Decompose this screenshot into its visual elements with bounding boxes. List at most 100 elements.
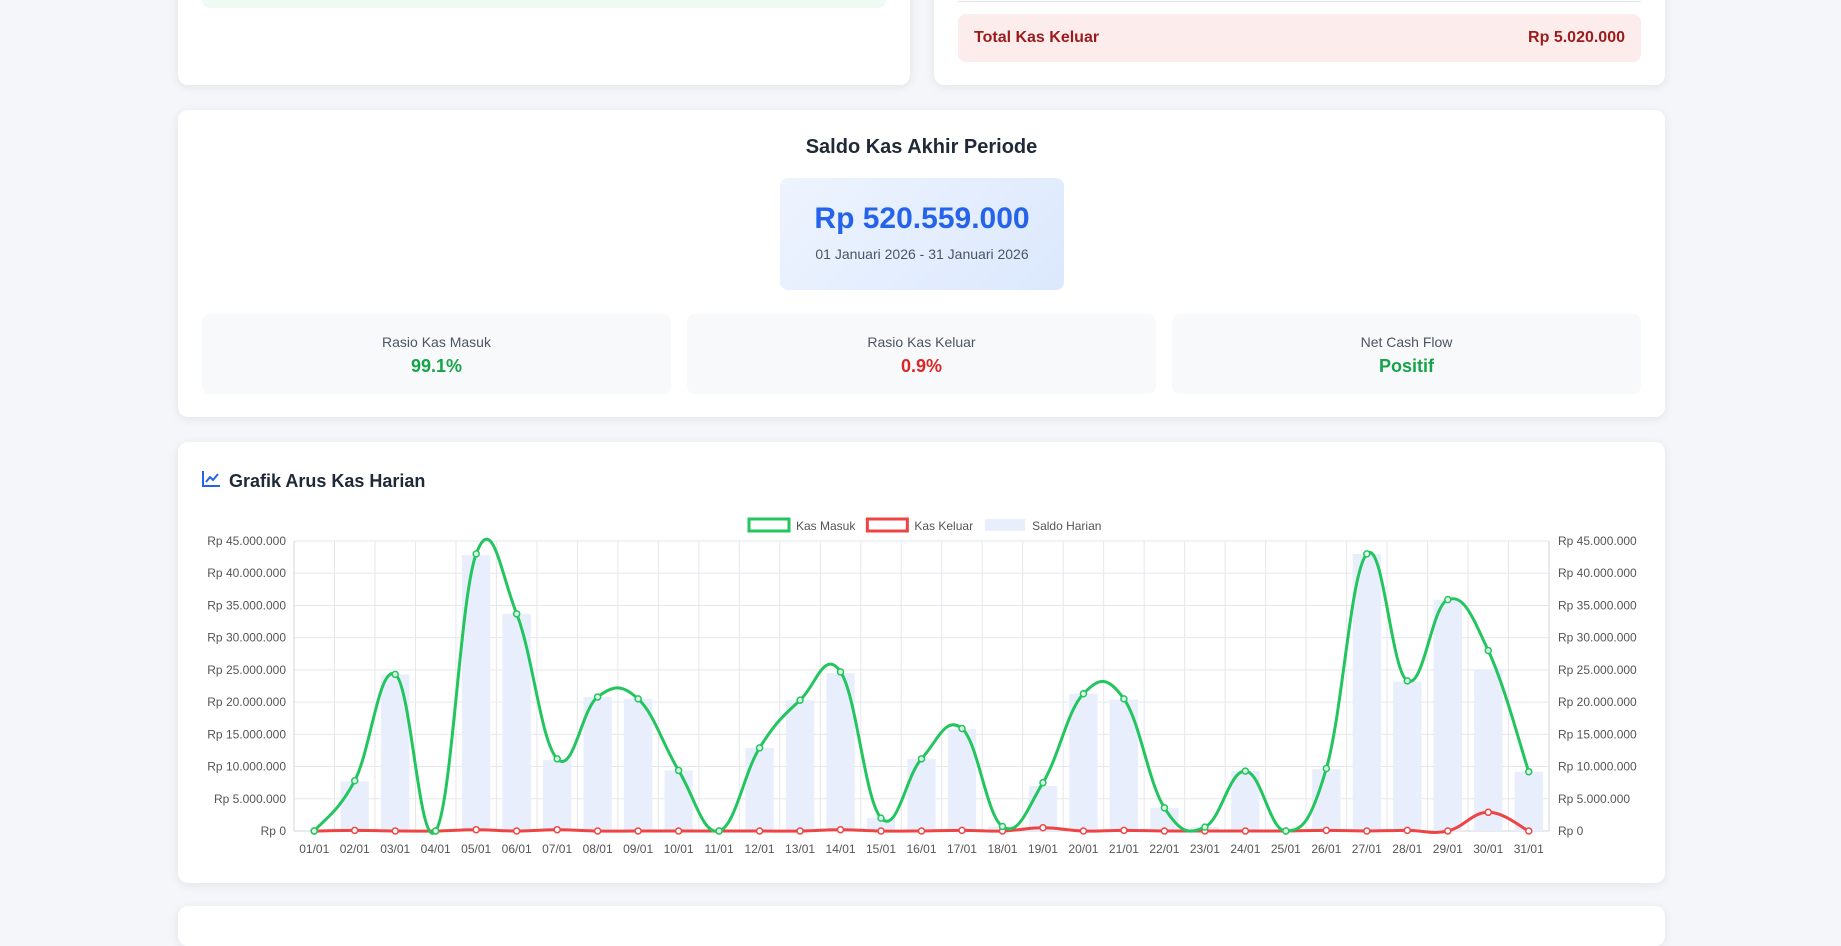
- kas-masuk-point: [715, 827, 723, 835]
- kas-masuk-point: [877, 814, 885, 822]
- x-tick-label: 19/01: [1028, 842, 1058, 856]
- kas-keluar-point: [553, 825, 561, 834]
- kas-masuk-point: [1444, 595, 1452, 604]
- y-tick-label-right: Rp 0: [1558, 824, 1584, 838]
- total-kas-masuk-strip: [202, 0, 886, 8]
- saldo-bar: [542, 760, 572, 831]
- kas-masuk-point: [755, 744, 764, 752]
- kas-masuk-point: [1363, 550, 1371, 558]
- legend-kas-masuk-swatch: [747, 517, 791, 533]
- kas-keluar-point: [1403, 826, 1412, 835]
- saldo-bar: [1150, 807, 1179, 831]
- x-tick-label: 02/01: [340, 842, 370, 856]
- kas-masuk-point: [1039, 778, 1047, 787]
- kas-masuk-point: [472, 550, 480, 558]
- x-tick-label: 08/01: [583, 842, 613, 856]
- kas-masuk-point: [634, 695, 642, 703]
- kas-masuk-point: [350, 776, 359, 785]
- net-cash-flow-label: Net Cash Flow: [1360, 334, 1453, 350]
- kas-keluar-point: [1160, 827, 1169, 835]
- kas-masuk-point: [512, 610, 521, 618]
- x-tick-label: 24/01: [1230, 842, 1260, 856]
- saldo-bar: [623, 698, 653, 831]
- rasio-kas-keluar-box: Rasio Kas Keluar 0.9%: [687, 314, 1156, 394]
- saldo-bar: [664, 770, 693, 831]
- y-tick-label-right: Rp 30.000.000: [1558, 631, 1637, 645]
- saldo-bar: [745, 747, 774, 831]
- x-tick-label: 17/01: [947, 842, 977, 856]
- y-tick-label-left: Rp 30.000.000: [207, 631, 286, 645]
- saldo-bar: [340, 781, 369, 831]
- net-cash-flow-box: Net Cash Flow Positif: [1172, 314, 1641, 394]
- kas-keluar-point: [1525, 827, 1533, 835]
- y-tick-label-left: Rp 25.000.000: [207, 663, 286, 677]
- legend-kas-masuk-label: Kas Masuk: [796, 519, 856, 533]
- kas-masuk-point: [1282, 827, 1290, 835]
- x-tick-label: 18/01: [987, 842, 1017, 856]
- kas-keluar-point: [1322, 826, 1331, 835]
- kas-keluar-point: [674, 827, 683, 835]
- kas-keluar-point: [1444, 827, 1452, 835]
- x-tick-label: 09/01: [623, 842, 653, 856]
- legend-kas-keluar-swatch: [865, 517, 909, 533]
- x-tick-label: 06/01: [502, 842, 532, 856]
- rasio-kas-keluar-value: 0.9%: [900, 356, 943, 376]
- saldo-bar: [1474, 669, 1503, 831]
- y-tick-label-right: Rp 10.000.000: [1558, 760, 1637, 774]
- net-cash-flow-value: Positif: [1378, 356, 1434, 376]
- kas-masuk-point: [1201, 823, 1209, 831]
- legend-saldo-harian-label: Saldo Harian: [1032, 519, 1101, 533]
- saldo-bar: [1393, 681, 1422, 831]
- x-tick-label: 20/01: [1068, 842, 1098, 856]
- y-tick-label-right: Rp 25.000.000: [1558, 663, 1637, 677]
- rasio-kas-masuk-label: Rasio Kas Masuk: [382, 334, 491, 350]
- kas-masuk-point: [917, 755, 926, 763]
- kas-keluar-card: Total Kas Keluar Rp 5.020.000: [934, 0, 1665, 85]
- total-kas-keluar-label: Total Kas Keluar: [974, 29, 1100, 46]
- x-tick-label: 22/01: [1149, 842, 1179, 856]
- x-tick-label: 12/01: [745, 842, 775, 856]
- kas-keluar-point: [593, 827, 602, 835]
- y-tick-label-left: Rp 45.000.000: [207, 534, 286, 548]
- chart-card: Grafik Arus Kas Harian Rp 0 Rp 0 Rp 5.000.…: [178, 442, 1665, 883]
- chart-title: Grafik Arus Kas Harian: [229, 471, 426, 491]
- kas-keluar-point: [350, 826, 359, 835]
- y-tick-label-left: Rp 5.000.000: [214, 792, 286, 806]
- y-tick-label-right: Rp 40.000.000: [1558, 566, 1637, 580]
- total-kas-keluar-row: Total Kas Keluar Rp 5.020.000: [958, 14, 1641, 62]
- x-tick-label: 14/01: [826, 842, 856, 856]
- table-divider: [958, 1, 1641, 2]
- saldo-bar: [1069, 693, 1098, 831]
- x-tick-label: 10/01: [664, 842, 694, 856]
- y-tick-label-right: Rp 45.000.000: [1558, 534, 1637, 548]
- kas-masuk-point: [674, 766, 683, 775]
- x-tick-label: 04/01: [421, 842, 451, 856]
- kas-keluar-point: [796, 827, 804, 835]
- x-tick-label: 31/01: [1514, 842, 1544, 856]
- legend-saldo-harian-swatch: [985, 519, 1026, 531]
- y-tick-label-right: Rp 35.000.000: [1558, 598, 1637, 612]
- kas-masuk-point: [958, 724, 966, 733]
- kas-keluar-point: [1241, 827, 1250, 835]
- legend-kas-keluar-label: Kas Keluar: [914, 519, 973, 533]
- total-kas-keluar-value: Rp 5.020.000: [1528, 29, 1625, 46]
- y-tick-label-right: Rp 5.000.000: [1558, 792, 1630, 806]
- rasio-kas-masuk-value: 99.1%: [410, 356, 463, 376]
- x-tick-label: 03/01: [380, 842, 410, 856]
- y-tick-label-right: Rp 20.000.000: [1558, 695, 1637, 709]
- x-tick-label: 11/01: [705, 842, 734, 856]
- chart-line-icon: [201, 470, 221, 493]
- kas-keluar-point: [472, 825, 480, 834]
- kas-masuk-point: [1120, 695, 1128, 703]
- kas-masuk-point: [553, 755, 561, 763]
- kas-keluar-point: [836, 825, 845, 834]
- x-tick-label: 16/01: [906, 842, 936, 856]
- kas-keluar-point: [391, 827, 399, 835]
- x-tick-label: 30/01: [1473, 842, 1503, 856]
- x-tick-label: 25/01: [1271, 842, 1301, 856]
- x-tick-label: 13/01: [785, 842, 815, 856]
- y-tick-label-left: Rp 40.000.000: [207, 566, 286, 580]
- y-tick-label-left: Rp 0: [261, 824, 287, 838]
- kas-keluar-point: [1484, 808, 1493, 817]
- kas-masuk-point: [998, 822, 1007, 831]
